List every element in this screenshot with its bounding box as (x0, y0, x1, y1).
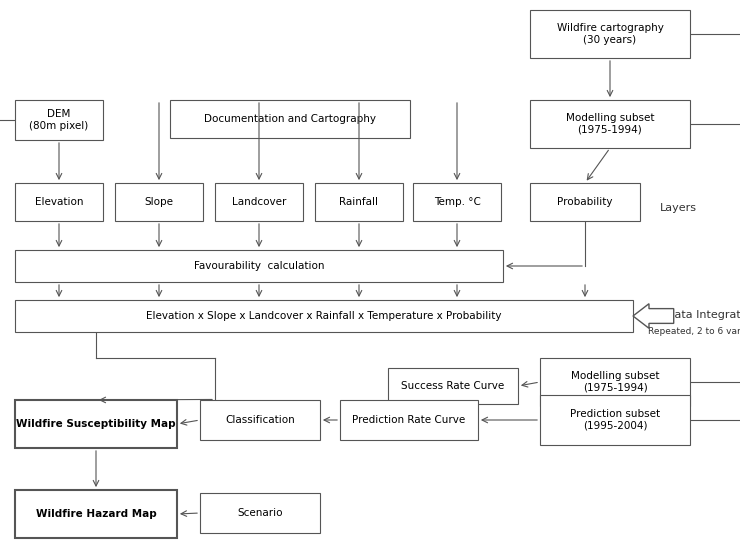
FancyBboxPatch shape (200, 493, 320, 533)
FancyBboxPatch shape (15, 490, 177, 538)
FancyBboxPatch shape (540, 358, 690, 406)
Text: Documentation and Cartography: Documentation and Cartography (204, 114, 376, 124)
FancyBboxPatch shape (340, 400, 478, 440)
FancyBboxPatch shape (15, 400, 177, 448)
Text: Elevation x Slope x Landcover x Rainfall x Temperature x Probability: Elevation x Slope x Landcover x Rainfall… (147, 311, 502, 321)
Text: Probability: Probability (557, 197, 613, 207)
Text: Modelling subset
(1975-1994): Modelling subset (1975-1994) (571, 371, 659, 393)
FancyBboxPatch shape (540, 395, 690, 445)
Text: Favourability  calculation: Favourability calculation (194, 261, 324, 271)
Text: Layers: Layers (660, 203, 697, 213)
Text: Slope: Slope (144, 197, 173, 207)
FancyBboxPatch shape (115, 183, 203, 221)
Text: Wildfire Susceptibility Map: Wildfire Susceptibility Map (16, 419, 176, 429)
FancyBboxPatch shape (200, 400, 320, 440)
FancyBboxPatch shape (413, 183, 501, 221)
FancyBboxPatch shape (530, 183, 640, 221)
Text: Elevation: Elevation (35, 197, 83, 207)
FancyBboxPatch shape (15, 183, 103, 221)
Polygon shape (633, 304, 673, 328)
FancyBboxPatch shape (15, 100, 103, 140)
Text: Rainfall: Rainfall (340, 197, 378, 207)
FancyBboxPatch shape (315, 183, 403, 221)
FancyBboxPatch shape (15, 300, 633, 332)
Text: Success Rate Curve: Success Rate Curve (401, 381, 505, 391)
FancyBboxPatch shape (530, 10, 690, 58)
Text: Landcover: Landcover (232, 197, 286, 207)
FancyBboxPatch shape (215, 183, 303, 221)
FancyBboxPatch shape (15, 250, 503, 282)
Text: Wildfire Hazard Map: Wildfire Hazard Map (36, 509, 156, 519)
Text: Repeated, 2 to 6 variables: Repeated, 2 to 6 variables (648, 328, 740, 337)
Text: Temp. °C: Temp. °C (434, 197, 480, 207)
FancyBboxPatch shape (530, 100, 690, 148)
Text: Prediction Rate Curve: Prediction Rate Curve (352, 415, 465, 425)
Text: Modelling subset
(1975-1994): Modelling subset (1975-1994) (566, 113, 654, 135)
Text: Data Integration: Data Integration (666, 310, 740, 320)
FancyBboxPatch shape (170, 100, 410, 138)
Text: Classification: Classification (225, 415, 295, 425)
Text: DEM
(80m pixel): DEM (80m pixel) (30, 109, 89, 131)
FancyBboxPatch shape (388, 368, 518, 404)
Text: Wildfire cartography
(30 years): Wildfire cartography (30 years) (556, 23, 664, 45)
Text: Prediction subset
(1995-2004): Prediction subset (1995-2004) (570, 409, 660, 431)
Text: Scenario: Scenario (238, 508, 283, 518)
